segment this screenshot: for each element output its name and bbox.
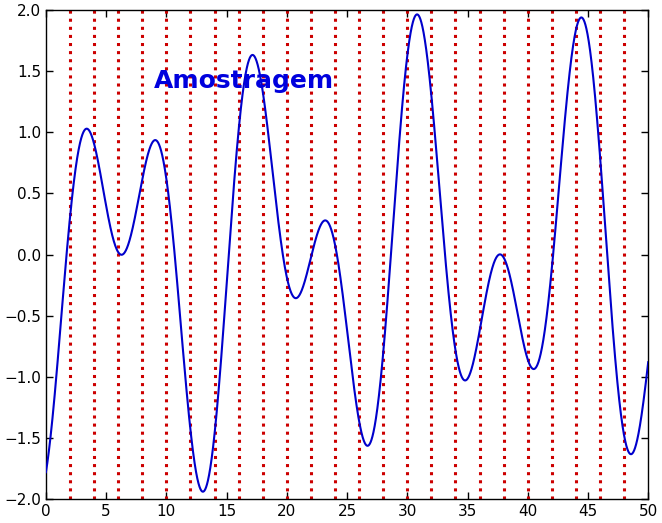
Text: Amostragem: Amostragem <box>154 69 334 93</box>
